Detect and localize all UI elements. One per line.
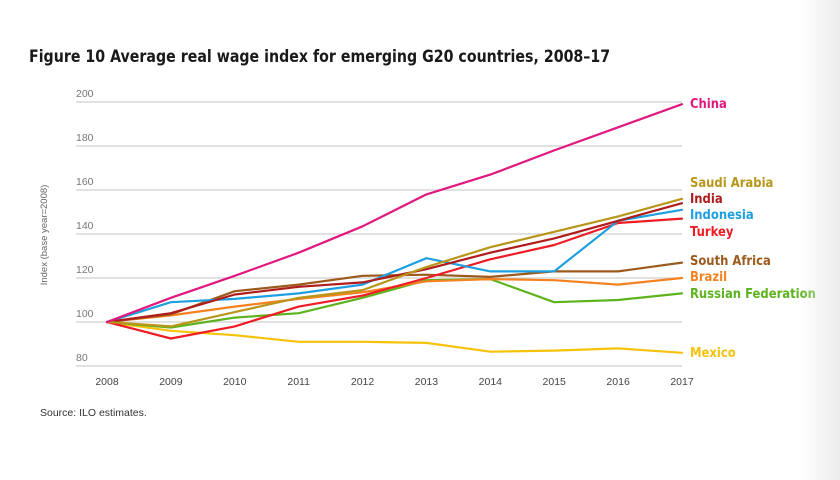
x-tick-label: 2009 — [159, 376, 183, 388]
y-tick-label: 80 — [76, 352, 88, 364]
series-label-south-africa: South Africa — [690, 252, 771, 268]
series-label-indonesia: Indonesia — [690, 206, 754, 222]
series-label-turkey: Turkey — [690, 223, 733, 239]
y-axis-title: Index (base year=2008) — [39, 185, 50, 286]
series-line-russian-federation — [105, 278, 684, 329]
series-line-china — [105, 103, 684, 324]
series-line-indonesia — [105, 208, 684, 324]
series-label-saudi-arabia: Saudi Arabia — [690, 174, 773, 190]
y-tick-label: 160 — [76, 176, 94, 188]
series-lines — [105, 103, 684, 354]
y-tick-label: 180 — [76, 132, 94, 144]
x-tick-label: 2014 — [479, 376, 503, 388]
y-tick-label: 140 — [76, 220, 94, 232]
x-tick-label: 2017 — [670, 376, 694, 388]
y-tick-label: 200 — [76, 88, 94, 100]
series-label-india: India — [690, 190, 723, 206]
x-tick-label: 2015 — [543, 376, 567, 388]
series-line-mexico — [105, 320, 684, 354]
figure-title: Figure 10 Average real wage index for em… — [29, 47, 611, 66]
series-label-china: China — [690, 95, 727, 111]
y-tick-labels: 80 100 120 140 160 180 200 — [76, 88, 94, 364]
y-tick-label: 100 — [76, 308, 94, 320]
series-label-mexico: Mexico — [690, 344, 736, 360]
x-tick-label: 2010 — [223, 376, 247, 388]
x-tick-label: 2013 — [415, 376, 439, 388]
x-tick-label: 2008 — [95, 376, 119, 388]
series-line-saudi-arabia — [105, 197, 684, 328]
x-tick-label: 2011 — [287, 376, 310, 388]
source-note: Source: ILO estimates. — [40, 407, 147, 419]
x-tick-labels: 2008 2009 2010 2011 2012 2013 2014 2015 2016 2017 — [95, 376, 694, 388]
series-label-russian-federation: Russian Federation — [690, 285, 816, 301]
series-label-brazil: Brazil — [690, 268, 727, 284]
x-tick-label: 2016 — [606, 376, 630, 388]
series-line-turkey — [105, 217, 684, 340]
y-tick-label: 120 — [76, 264, 94, 276]
x-tick-label: 2012 — [351, 376, 375, 388]
series-line-india — [105, 202, 684, 324]
